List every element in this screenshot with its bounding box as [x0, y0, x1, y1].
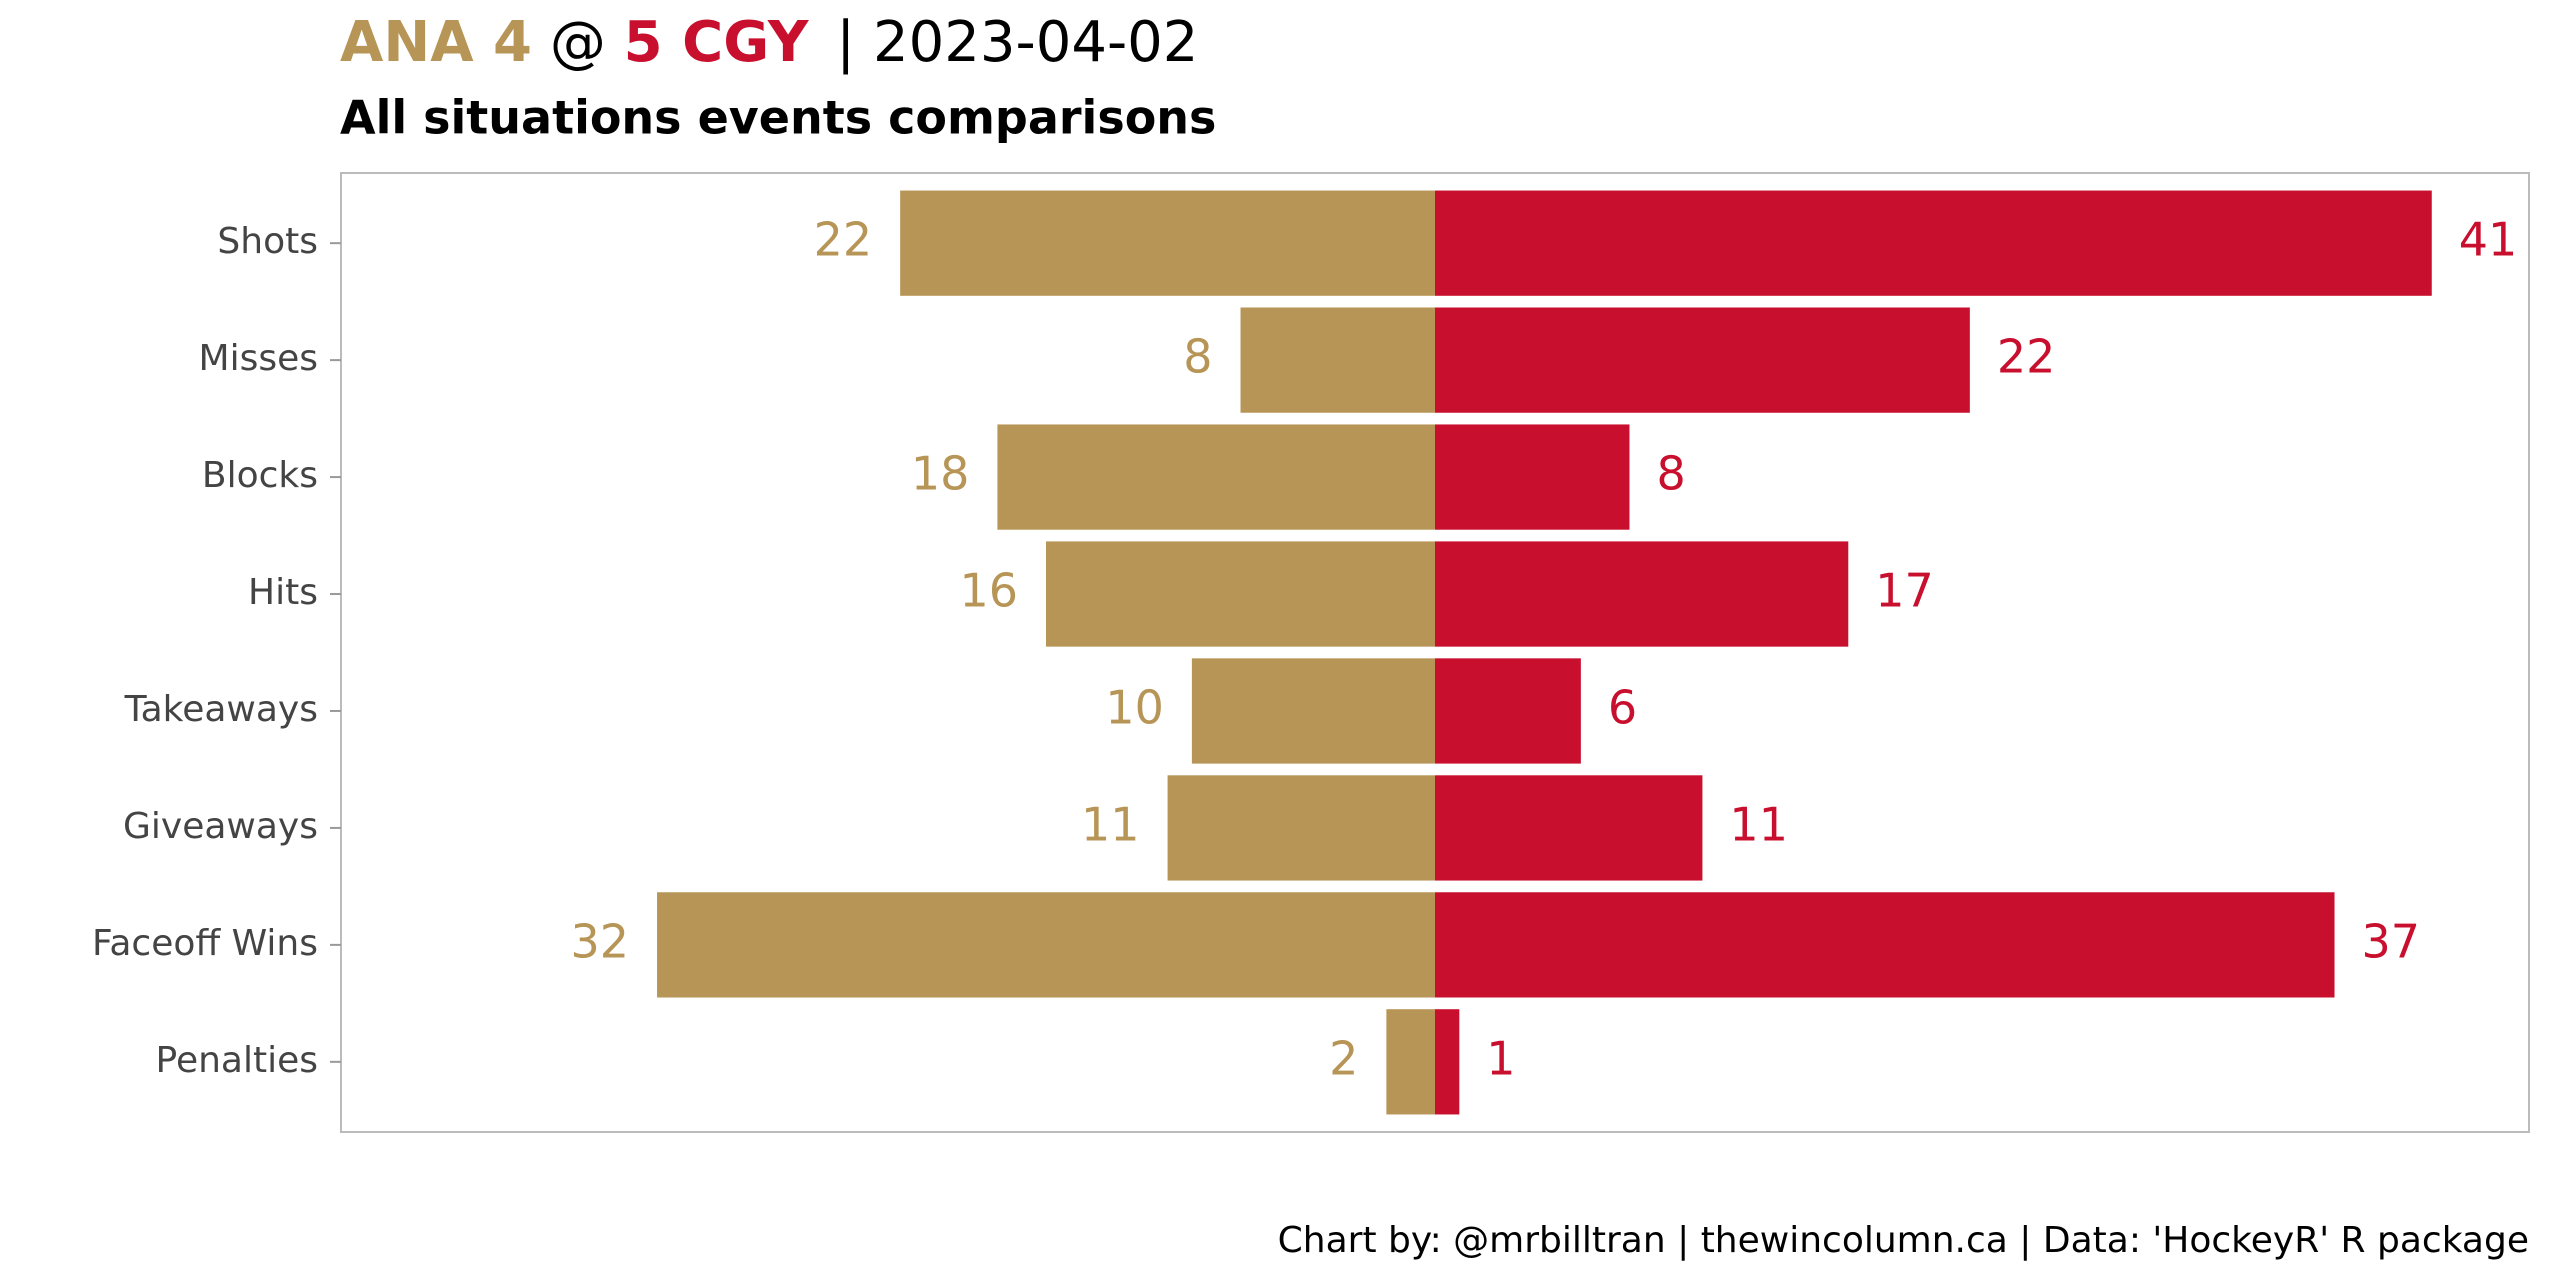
bar	[1435, 307, 1970, 413]
value-label: 10	[1105, 680, 1164, 734]
value-label: 17	[1875, 564, 1934, 618]
bar	[900, 190, 1435, 296]
y-tick-label: Giveaways	[123, 806, 318, 847]
title-date: 2023-04-02	[873, 10, 1198, 75]
y-tick-label: Shots	[217, 221, 318, 262]
title-away: ANA 4	[340, 10, 532, 75]
bar	[1046, 541, 1435, 647]
value-label: 6	[1608, 680, 1637, 734]
bar	[1435, 892, 2335, 998]
y-tick-label: Faceoff Wins	[92, 923, 318, 964]
bar	[1386, 1009, 1435, 1115]
value-label: 2	[1329, 1031, 1358, 1085]
bar	[1167, 775, 1435, 881]
value-label: 18	[911, 447, 970, 501]
title-separator: |	[836, 10, 855, 75]
bar	[1435, 1009, 1460, 1115]
y-tick-label: Takeaways	[124, 689, 318, 730]
value-label: 16	[959, 564, 1018, 618]
value-label: 22	[814, 213, 873, 267]
chart-subtitle: All situations events comparisons	[340, 91, 1216, 145]
value-label: 22	[1997, 330, 2056, 384]
bar	[1240, 307, 1435, 413]
title-home: 5 CGY	[624, 10, 810, 75]
bar	[1435, 541, 1849, 647]
bar	[1435, 424, 1630, 530]
value-label: 37	[2362, 914, 2421, 968]
chart-title: ANA 4 @ 5 CGY | 2023-04-02	[340, 10, 1198, 75]
title-at: @	[550, 10, 606, 75]
value-label: 41	[2459, 213, 2518, 267]
value-label: 8	[1183, 330, 1212, 384]
value-label: 32	[570, 914, 629, 968]
chart-caption: Chart by: @mrbilltran | thewincolumn.ca …	[1278, 1220, 2529, 1261]
bar	[997, 424, 1435, 530]
bar	[657, 892, 1435, 998]
value-label: 11	[1729, 797, 1788, 851]
y-tick-label: Misses	[199, 338, 318, 379]
bar	[1435, 775, 1703, 881]
value-label: 8	[1656, 447, 1685, 501]
bar	[1191, 658, 1435, 764]
bar	[1435, 658, 1581, 764]
panel-border	[340, 172, 2530, 1133]
y-tick-label: Blocks	[202, 455, 318, 496]
bar	[1435, 190, 2432, 296]
y-tick-label: Hits	[248, 572, 318, 613]
value-label: 11	[1081, 797, 1140, 851]
value-label: 1	[1486, 1031, 1515, 1085]
y-tick-label: Penalties	[156, 1040, 318, 1081]
